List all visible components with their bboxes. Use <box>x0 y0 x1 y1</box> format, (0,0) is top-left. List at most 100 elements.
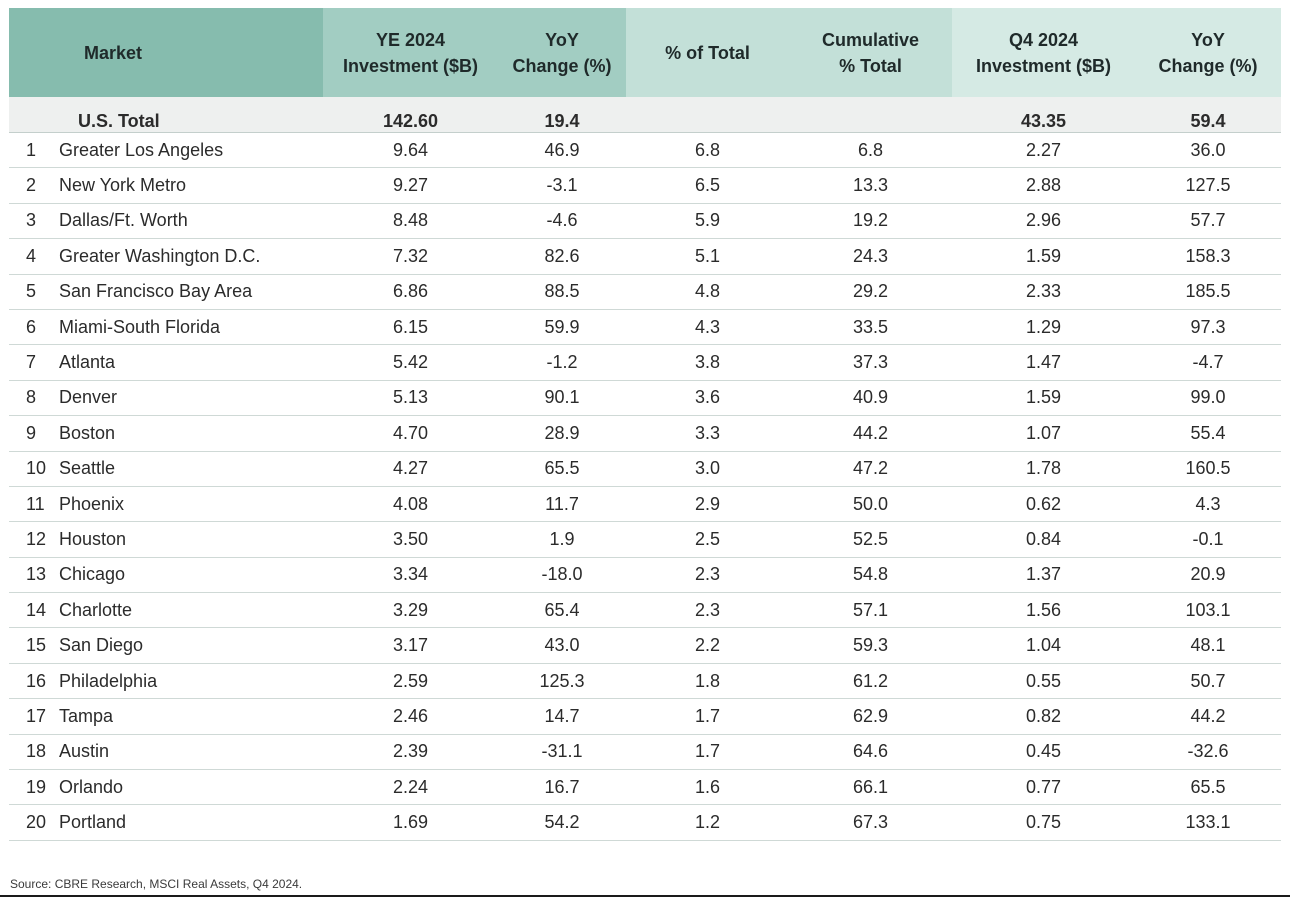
cell-market: Boston <box>59 422 116 443</box>
cell-rank: 16 <box>26 670 47 691</box>
table-row: 2 New York Metro 9.27 -3.1 6.5 13.3 2.88 127.5 <box>9 168 1281 204</box>
cell-cum-total: 62.9 <box>852 705 889 726</box>
table-header: Market YE 2024 Investment ($B) YoY Chang… <box>9 8 1281 97</box>
cell-rank: 2 <box>26 175 37 196</box>
cell-rank: 4 <box>26 245 37 266</box>
cell-pct-total: 5.1 <box>694 245 721 266</box>
cell-pct-total: 6.5 <box>694 175 721 196</box>
cell-yoy-q4: -32.6 <box>1187 741 1229 762</box>
cell-yoy-q4: 133.1 <box>1185 812 1231 833</box>
cell-yoy-ye: 65.4 <box>544 599 580 620</box>
cell-yoy-q4: 20.9 <box>1190 564 1226 585</box>
cell-market: Atlanta <box>59 352 116 373</box>
cell-q42024: 0.82 <box>1025 705 1062 726</box>
cell-pct-total: 3.0 <box>694 458 721 479</box>
cell-ye2024: 2.59 <box>392 670 429 691</box>
cell-yoy-q4: 48.1 <box>1190 635 1226 656</box>
table-row: 14 Charlotte 3.29 65.4 2.3 57.1 1.56 103.1 <box>9 593 1281 629</box>
header-q4-investment: Q4 2024 Investment ($B) <box>952 8 1135 97</box>
cell-ye2024: 8.48 <box>392 210 429 231</box>
cell-q42024: 1.07 <box>1025 422 1062 443</box>
cell-rank: 9 <box>26 422 37 443</box>
cell-yoy-ye: 1.9 <box>549 528 575 549</box>
cell-rank: 20 <box>26 812 47 833</box>
header-ye-investment: YE 2024 Investment ($B) <box>323 8 498 97</box>
cell-yoy-ye: -1.2 <box>546 352 578 373</box>
cell-yoy-ye: 125.3 <box>539 670 585 691</box>
cell-market: Portland <box>59 812 127 833</box>
table-row: 15 San Diego 3.17 43.0 2.2 59.3 1.04 48.1 <box>9 628 1281 664</box>
table-row: 17 Tampa 2.46 14.7 1.7 62.9 0.82 44.2 <box>9 699 1281 735</box>
cell-ye2024: 3.29 <box>392 599 429 620</box>
cell-yoy-q4: 99.0 <box>1190 387 1226 408</box>
total-market: U.S. Total <box>78 111 160 131</box>
cell-rank: 8 <box>26 387 37 408</box>
cell-cum-total: 13.3 <box>852 175 889 196</box>
cell-yoy-q4: 50.7 <box>1190 670 1226 691</box>
cell-pct-total: 4.3 <box>694 316 721 337</box>
cell-pct-total: 3.3 <box>694 422 721 443</box>
cell-ye2024: 5.13 <box>392 387 429 408</box>
cell-q42024: 1.04 <box>1025 635 1062 656</box>
cell-yoy-q4: 158.3 <box>1185 245 1231 266</box>
cell-q42024: 1.29 <box>1025 316 1062 337</box>
cell-pct-total: 6.8 <box>694 139 721 160</box>
header-cumulative: Cumulative % Total <box>789 8 952 97</box>
cell-q42024: 0.75 <box>1025 812 1062 833</box>
cell-q42024: 1.78 <box>1025 458 1062 479</box>
cell-cum-total: 67.3 <box>852 812 889 833</box>
cell-cum-total: 40.9 <box>852 387 889 408</box>
cell-ye2024: 2.46 <box>392 705 429 726</box>
cell-cum-total: 29.2 <box>852 281 889 302</box>
cell-rank: 13 <box>26 564 47 585</box>
table-body: 1 Greater Los Angeles 9.64 46.9 6.8 6.8 2.27 36… <box>9 133 1281 841</box>
table-row: 16 Philadelphia 2.59 125.3 1.8 61.2 0.55 50.7 <box>9 664 1281 700</box>
cell-market: Houston <box>59 528 127 549</box>
cell-yoy-ye: -3.1 <box>546 175 578 196</box>
cell-yoy-ye: -18.0 <box>541 564 583 585</box>
cell-q42024: 2.33 <box>1025 281 1062 302</box>
cell-pct-total: 3.8 <box>694 352 721 373</box>
cell-ye2024: 6.86 <box>392 281 429 302</box>
cell-rank: 15 <box>26 635 47 656</box>
cell-cum-total: 52.5 <box>852 528 889 549</box>
cell-yoy-ye: 46.9 <box>544 139 580 160</box>
cell-yoy-q4: 55.4 <box>1190 422 1226 443</box>
cell-yoy-ye: -4.6 <box>546 210 578 231</box>
cell-rank: 18 <box>26 741 47 762</box>
cell-q42024: 0.55 <box>1025 670 1062 691</box>
cell-yoy-q4: 65.5 <box>1190 776 1226 797</box>
cell-cum-total: 33.5 <box>852 316 889 337</box>
cell-cum-total: 59.3 <box>852 635 889 656</box>
cell-market: San Diego <box>59 635 144 656</box>
cell-yoy-q4: 160.5 <box>1185 458 1231 479</box>
cell-cum-total: 44.2 <box>852 422 889 443</box>
table-row: 11 Phoenix 4.08 11.7 2.9 50.0 0.62 4.3 <box>9 487 1281 523</box>
total-ye2024: 142.60 <box>382 111 439 131</box>
cell-q42024: 0.62 <box>1025 493 1062 514</box>
cell-pct-total: 5.9 <box>694 210 721 231</box>
cell-market: Greater Los Angeles <box>59 139 224 160</box>
cell-market: Philadelphia <box>59 670 158 691</box>
cell-q42024: 1.59 <box>1025 387 1062 408</box>
cell-cum-total: 50.0 <box>852 493 889 514</box>
investment-table: Market YE 2024 Investment ($B) YoY Chang… <box>9 8 1281 841</box>
cell-cum-total: 6.8 <box>857 139 884 160</box>
cell-market: Austin <box>59 741 110 762</box>
cell-q42024: 1.59 <box>1025 245 1062 266</box>
cell-pct-total: 2.2 <box>694 635 721 656</box>
cell-yoy-ye: 90.1 <box>544 387 580 408</box>
cell-pct-total: 1.7 <box>694 705 721 726</box>
total-yoy-q4: 59.4 <box>1190 111 1226 131</box>
cell-ye2024: 4.70 <box>392 422 429 443</box>
cell-market: Chicago <box>59 564 126 585</box>
total-row: U.S. Total 142.60 19.4 43.35 59.4 <box>9 97 1281 133</box>
cell-market: Dallas/Ft. Worth <box>59 210 188 231</box>
cell-yoy-ye: 54.2 <box>544 812 580 833</box>
cell-yoy-ye: -31.1 <box>541 741 583 762</box>
cell-rank: 17 <box>26 705 47 726</box>
cell-pct-total: 4.8 <box>694 281 721 302</box>
cell-rank: 12 <box>26 528 47 549</box>
cell-yoy-q4: 185.5 <box>1185 281 1231 302</box>
cell-ye2024: 4.27 <box>392 458 429 479</box>
